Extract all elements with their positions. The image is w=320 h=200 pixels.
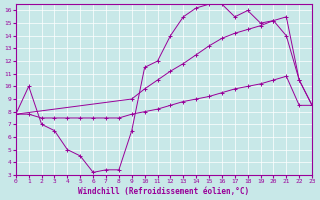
X-axis label: Windchill (Refroidissement éolien,°C): Windchill (Refroidissement éolien,°C) <box>78 187 250 196</box>
